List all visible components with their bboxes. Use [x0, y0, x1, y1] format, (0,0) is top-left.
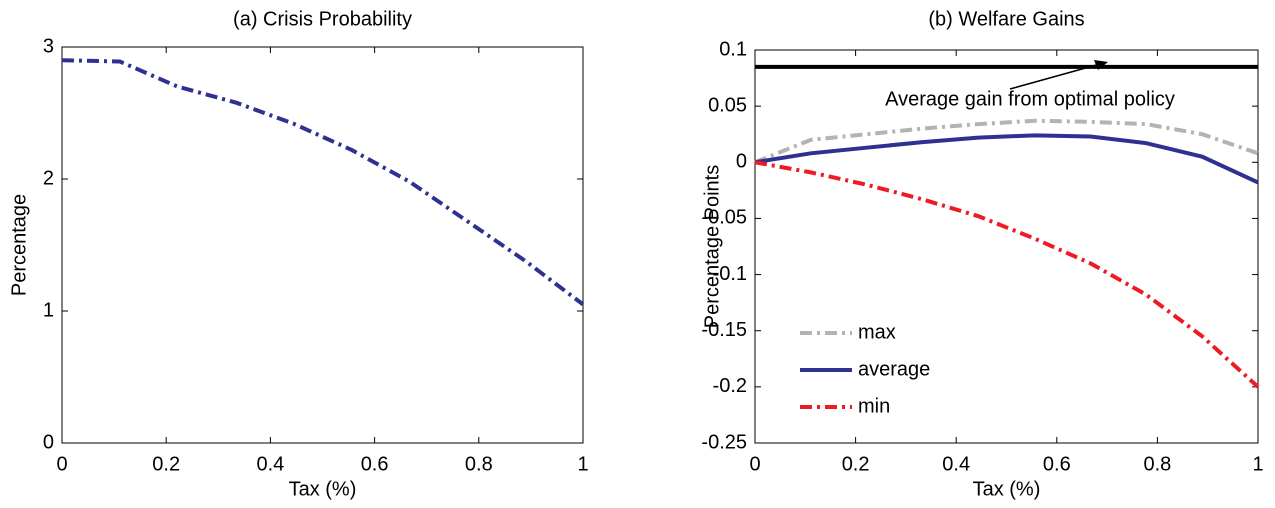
plot-frame: [754, 49, 1259, 444]
y-tick-label: 0.1: [719, 38, 747, 60]
data-line: [61, 58, 585, 306]
y-tick-label: 0: [43, 431, 54, 453]
y-tick-label: -0.05: [701, 207, 747, 229]
chart-title: (b) Welfare Gains: [928, 8, 1084, 30]
y-tick-label: 3: [43, 35, 54, 57]
x-tick-label: 0.8: [465, 453, 493, 475]
x-tick-label: 1: [1252, 453, 1263, 475]
legend-label: average: [858, 358, 930, 380]
x-tick-label: 0.2: [842, 453, 870, 475]
x-axis-label: Tax (%): [973, 478, 1041, 500]
y-tick-label: 0: [736, 151, 747, 173]
annotation: Average gain from optimal policy: [885, 88, 1175, 110]
data-line: [754, 118, 1259, 165]
annotation-arrow: [1009, 63, 1101, 90]
x-tick-label: 0.2: [152, 453, 180, 475]
y-tick-label: 0.05: [708, 94, 747, 116]
y-tick-label: -0.2: [713, 375, 747, 397]
annotation-arrowhead: [1094, 60, 1108, 70]
y-axis-label: Percentage Points: [701, 165, 723, 328]
x-tick-label: 0.8: [1143, 453, 1171, 475]
data-line: [754, 133, 1259, 185]
y-tick-label: -0.25: [701, 431, 747, 453]
x-tick-label: 0.6: [361, 453, 389, 475]
data-line: [754, 160, 1260, 389]
x-axis-label: Tax (%): [289, 478, 357, 500]
x-tick-label: 0.6: [1043, 453, 1071, 475]
y-tick-label: 2: [43, 167, 54, 189]
x-tick-label: 0: [749, 453, 760, 475]
x-tick-label: 0.4: [942, 453, 970, 475]
legend-label: max: [858, 321, 896, 343]
x-tick-label: 1: [577, 453, 588, 475]
y-tick-label: 1: [43, 299, 54, 321]
y-tick-label: -0.15: [701, 319, 747, 341]
chart-title: (a) Crisis Probability: [233, 8, 412, 30]
y-axis-label: Percentage: [8, 194, 30, 296]
y-tick-label: -0.1: [713, 263, 747, 285]
plot-frame: [61, 46, 584, 444]
x-tick-label: 0: [56, 453, 67, 475]
legend-label: min: [858, 395, 890, 417]
x-tick-label: 0.4: [256, 453, 284, 475]
